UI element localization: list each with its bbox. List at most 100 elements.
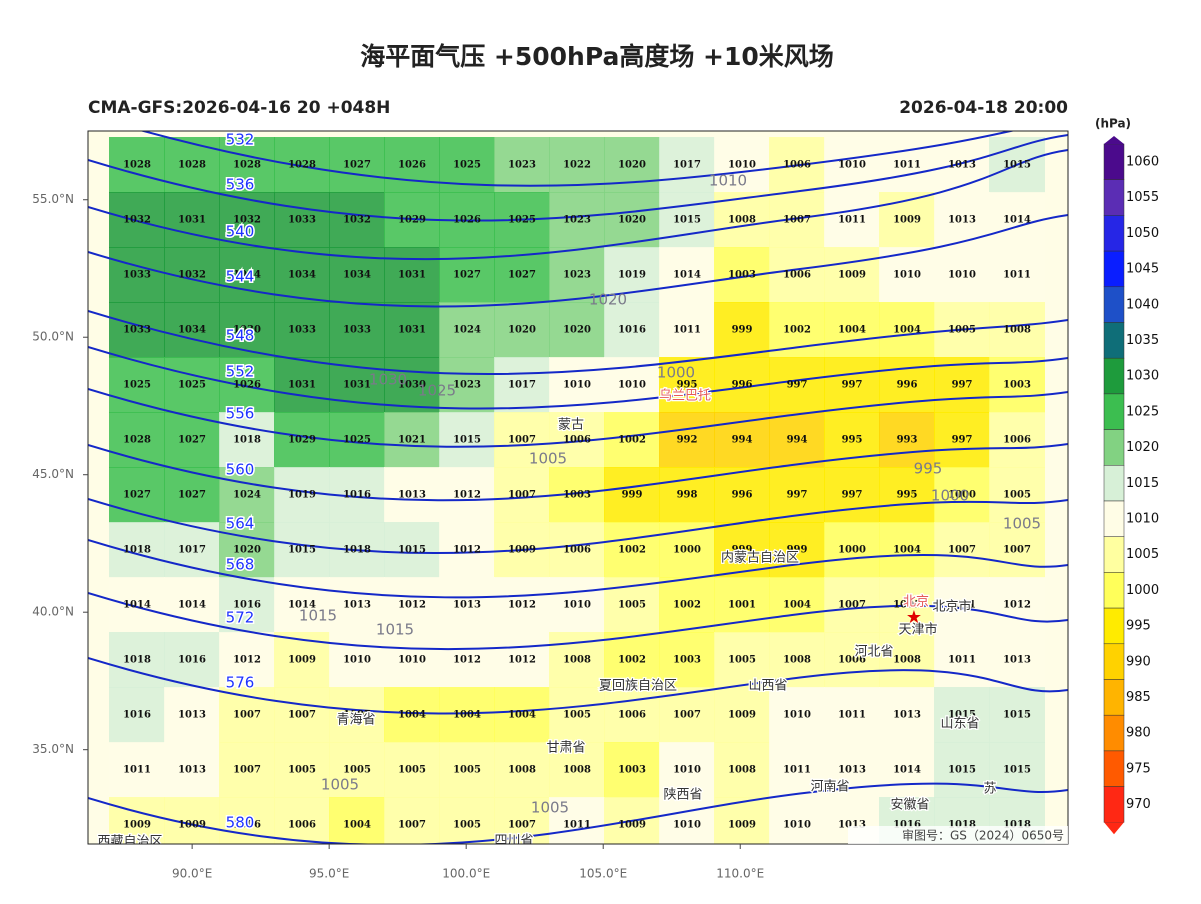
pressure-value: 1009	[893, 600, 921, 611]
pressure-value: 1009	[893, 215, 921, 226]
colorbar-label: 1025	[1126, 404, 1159, 419]
colorbar-label: 1040	[1126, 297, 1159, 312]
pressure-cell	[274, 412, 330, 468]
pressure-value: 1033	[123, 325, 151, 336]
height-label: 572	[226, 609, 255, 627]
pressure-value: 1020	[508, 325, 536, 336]
pressure-value: 1013	[948, 160, 976, 171]
colorbar-label: 1060	[1126, 155, 1159, 170]
isobar-label: 1015	[299, 607, 337, 625]
pressure-cell	[219, 302, 275, 358]
colorbar-label: 1055	[1126, 190, 1159, 205]
pressure-cell	[274, 687, 330, 743]
colorbar-label: 985	[1126, 690, 1151, 705]
place-name: 四川省	[494, 834, 533, 849]
pressure-value: 1010	[728, 160, 756, 171]
pressure-value: 1033	[288, 215, 316, 226]
colorbar-label: 1030	[1126, 369, 1159, 384]
pressure-cell	[769, 302, 825, 358]
pressure-value: 1009	[618, 820, 646, 831]
pressure-cell	[604, 247, 660, 303]
pressure-value: 1023	[508, 160, 536, 171]
pressure-cell	[329, 632, 385, 688]
pressure-value: 993	[897, 435, 918, 446]
pressure-value: 1005	[1003, 490, 1031, 501]
place-name: 乌兰巴托	[659, 388, 711, 404]
pressure-value: 1017	[673, 160, 701, 171]
colorbar-swatch	[1103, 357, 1125, 395]
colorbar-swatch	[1103, 679, 1125, 716]
pressure-value: 1023	[563, 270, 591, 281]
pressure-value: 1015	[288, 545, 316, 556]
pressure-value: 1011	[673, 325, 701, 336]
pressure-value: 1011	[893, 160, 921, 171]
pressure-value: 1016	[343, 490, 371, 501]
colorbar-label: 995	[1126, 619, 1151, 634]
pressure-value: 1015	[1003, 765, 1031, 776]
pressure-value: 1013	[838, 820, 866, 831]
pressure-cell	[384, 357, 440, 413]
pressure-cell	[989, 412, 1045, 468]
pressure-cell	[109, 577, 165, 633]
isobar-label: 1030	[369, 371, 407, 389]
pressure-value: 1002	[618, 545, 646, 556]
place-name: 河北省	[854, 645, 893, 660]
height-label: 560	[226, 461, 255, 479]
pressure-cell	[824, 577, 880, 633]
pressure-cell	[329, 797, 385, 844]
colorbar-swatch	[1103, 536, 1125, 573]
map-frame	[87, 130, 1069, 845]
pressure-value: 1003	[1003, 380, 1031, 391]
place-name: 夏回族自治区	[599, 678, 677, 694]
pressure-value: 1027	[178, 490, 206, 501]
lat-tick-label: 45.0°N	[32, 467, 74, 481]
pressure-value: 1006	[563, 435, 591, 446]
place-name: 苏	[983, 781, 996, 797]
pressure-value: 997	[842, 490, 863, 501]
pressure-cell	[549, 742, 605, 798]
pressure-cell	[439, 687, 495, 743]
pressure-value: 1009	[288, 655, 316, 666]
pressure-cell	[384, 522, 440, 578]
pressure-cell	[164, 632, 220, 688]
pressure-value: 1011	[563, 820, 591, 831]
pressure-cell	[714, 687, 770, 743]
pressure-value: 1015	[673, 215, 701, 226]
pressure-value: 1005	[948, 325, 976, 336]
pressure-value: 1014	[288, 600, 316, 611]
pressure-cell	[934, 577, 990, 633]
height-label: 576	[226, 674, 255, 692]
pressure-value: 1024	[453, 325, 481, 336]
pressure-cell	[604, 522, 660, 578]
pressure-value: 1023	[563, 215, 591, 226]
pressure-cell	[989, 247, 1045, 303]
pressure-cell	[714, 137, 770, 193]
pressure-value: 1016	[618, 325, 646, 336]
pressure-cell	[989, 522, 1045, 578]
pressure-value: 1007	[1003, 545, 1031, 556]
pressure-cell	[989, 192, 1045, 248]
pressure-cell	[934, 742, 990, 798]
lon-tick-label: 105.0°E	[579, 867, 627, 881]
height-contour	[88, 346, 1068, 410]
pressure-cell	[714, 467, 770, 523]
pressure-value: 1008	[563, 765, 591, 776]
pressure-value: 1020	[563, 325, 591, 336]
colorbar-bottom-arrow	[1104, 822, 1124, 835]
pressure-value: 1015	[1003, 710, 1031, 721]
colorbar-top-arrow	[1104, 136, 1124, 144]
pressure-cell	[879, 687, 935, 743]
pressure-cell	[604, 632, 660, 688]
pressure-value: 1014	[123, 600, 151, 611]
pressure-cell	[384, 412, 440, 468]
height-contour	[88, 539, 1068, 599]
pressure-value: 1022	[563, 160, 591, 171]
pressure-value: 1011	[948, 655, 976, 666]
pressure-cell	[824, 467, 880, 523]
pressure-value: 1016	[233, 600, 261, 611]
pressure-cell	[384, 632, 440, 688]
pressure-cell	[329, 577, 385, 633]
pressure-value: 994	[732, 435, 753, 446]
pressure-value: 1004	[453, 710, 481, 721]
pressure-cell	[164, 302, 220, 358]
